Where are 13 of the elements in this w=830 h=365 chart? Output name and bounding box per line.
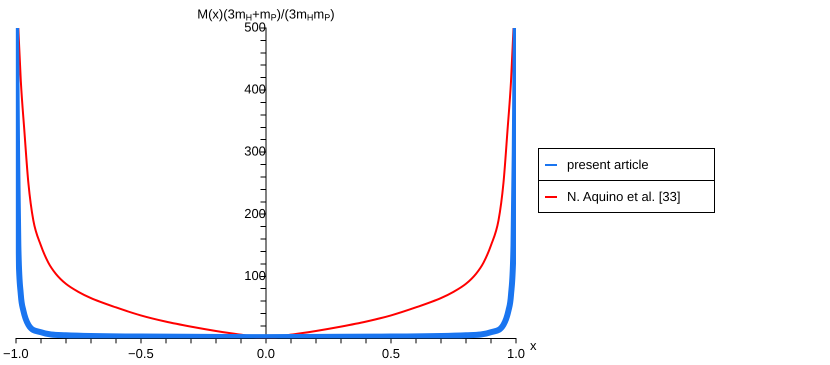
y-tick-label: 200: [244, 206, 266, 221]
x-tick-label: −0.5: [128, 346, 154, 361]
legend-label: present article: [567, 157, 649, 172]
y-tick-label: 300: [244, 144, 266, 159]
y-tick-label: 400: [244, 82, 266, 97]
y-tick-label: 100: [244, 268, 266, 283]
x-tick-label: 0.0: [256, 346, 275, 361]
y-tick-label: 500: [244, 20, 266, 35]
legend-label: N. Aquino et al. [33]: [567, 189, 680, 204]
x-axis-title: x: [530, 338, 537, 353]
x-tick-label: 1.0: [506, 346, 526, 361]
x-tick-label: −1.0: [2, 346, 29, 361]
x-tick-label: 0.5: [382, 346, 400, 361]
